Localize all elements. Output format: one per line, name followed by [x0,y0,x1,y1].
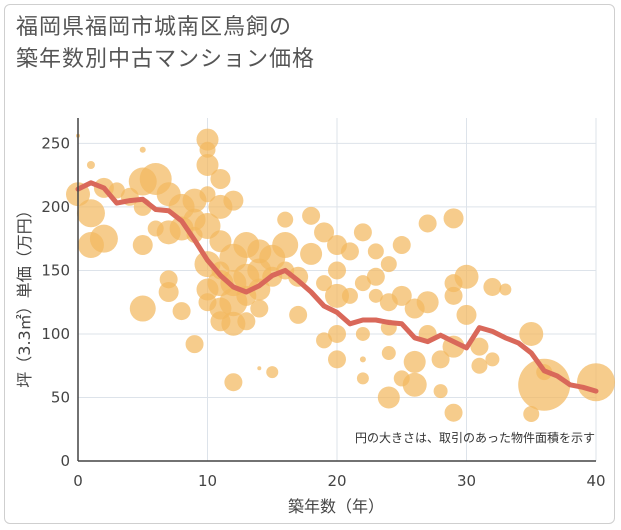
bubble-point [368,288,383,303]
bubble-point [129,295,156,322]
bubble-point [523,405,540,422]
y-tick-label: 250 [41,134,70,152]
x-tick-label: 0 [73,472,83,490]
bubble-point [444,286,463,305]
bubble-point [483,277,502,296]
bubble-point [354,275,371,292]
bubble-point [86,161,95,170]
bubble-point [223,190,244,211]
y-tick-label: 100 [41,325,70,343]
bubble-point [237,312,256,331]
bubble-layer [66,128,615,422]
average-price-line [75,180,599,394]
bubble-point [431,350,450,369]
bubble-point [302,206,321,225]
bubble-point [341,287,358,304]
axes: 0 10 20 30 40 0 50 100 150 200 250 [41,118,606,490]
bubble-point [224,373,243,392]
y-tick-label: 150 [41,261,70,279]
bubble-point [300,242,323,265]
x-tick-label: 30 [457,472,476,490]
bubble-point [403,350,426,373]
bubble-point [366,267,385,286]
bubble-point [199,186,216,203]
bubble-point [416,291,439,314]
bubble-point [76,199,105,228]
bubble-point [250,299,269,318]
bubble-point [380,256,397,273]
bubble-point [471,357,488,374]
bubble-point [132,235,153,256]
bubble-point [316,275,333,292]
bubble-point [485,352,500,367]
bubble-point [257,366,262,371]
x-tick-label: 20 [327,472,346,490]
bubble-point [518,358,571,411]
bubble-point [328,324,346,343]
bubble-point [402,372,427,397]
bubble-point [172,302,191,321]
bubble-point [391,285,412,306]
bubble-point [444,403,463,422]
bubble-point [519,321,544,346]
x-tick-label: 40 [586,472,605,490]
bubble-point [289,305,308,324]
trend-layer [75,180,599,394]
grid [78,118,597,461]
bubble-point [277,211,294,228]
bubble-point [272,232,299,259]
bubble-point [325,283,349,308]
bubble-point [456,304,477,325]
bubble-point [377,386,400,409]
bubble-point [367,243,384,260]
bubble-point [356,372,369,385]
bubble-point [454,264,479,289]
bubble-point [314,222,335,243]
bubble-point [381,346,396,361]
bubble-point [139,146,146,153]
bubble-point [392,236,411,255]
y-tick-label: 200 [41,198,70,216]
bubble-point [470,337,489,356]
bubble-point [89,224,118,253]
y-tick-label: 0 [60,452,70,470]
bubble-point [199,141,216,158]
bubble-point [328,350,346,369]
bubble-point [499,283,512,296]
y-tick-label: 50 [51,388,70,406]
bubble-point [158,282,179,303]
x-tick-label: 10 [198,472,217,490]
x-axis-label: 築年数（年） [288,497,384,516]
bubble-point [359,356,366,363]
bubble-point [196,154,219,177]
bubble-point [433,384,448,399]
bubble-point [443,208,464,229]
bubble-point [108,182,125,199]
bubble-point [210,168,231,189]
bubble-point [328,261,346,280]
bubble-point [418,214,437,233]
chart-title: 福岡県福岡市城南区鳥飼の 築年数別中古マンション価格 [16,15,316,72]
bubble-point [577,363,615,402]
bubble-point [340,242,359,261]
bubble-point [353,223,372,242]
bubble-point [355,326,370,341]
size-note: 円の大きさは、取引のあった物件面積を示す [355,430,595,445]
bubble-point [316,332,333,349]
y-axis-label: 坪（3.3㎡）単価（万円） [15,202,34,387]
bubble-point [266,366,279,379]
bubble-point [185,335,204,354]
